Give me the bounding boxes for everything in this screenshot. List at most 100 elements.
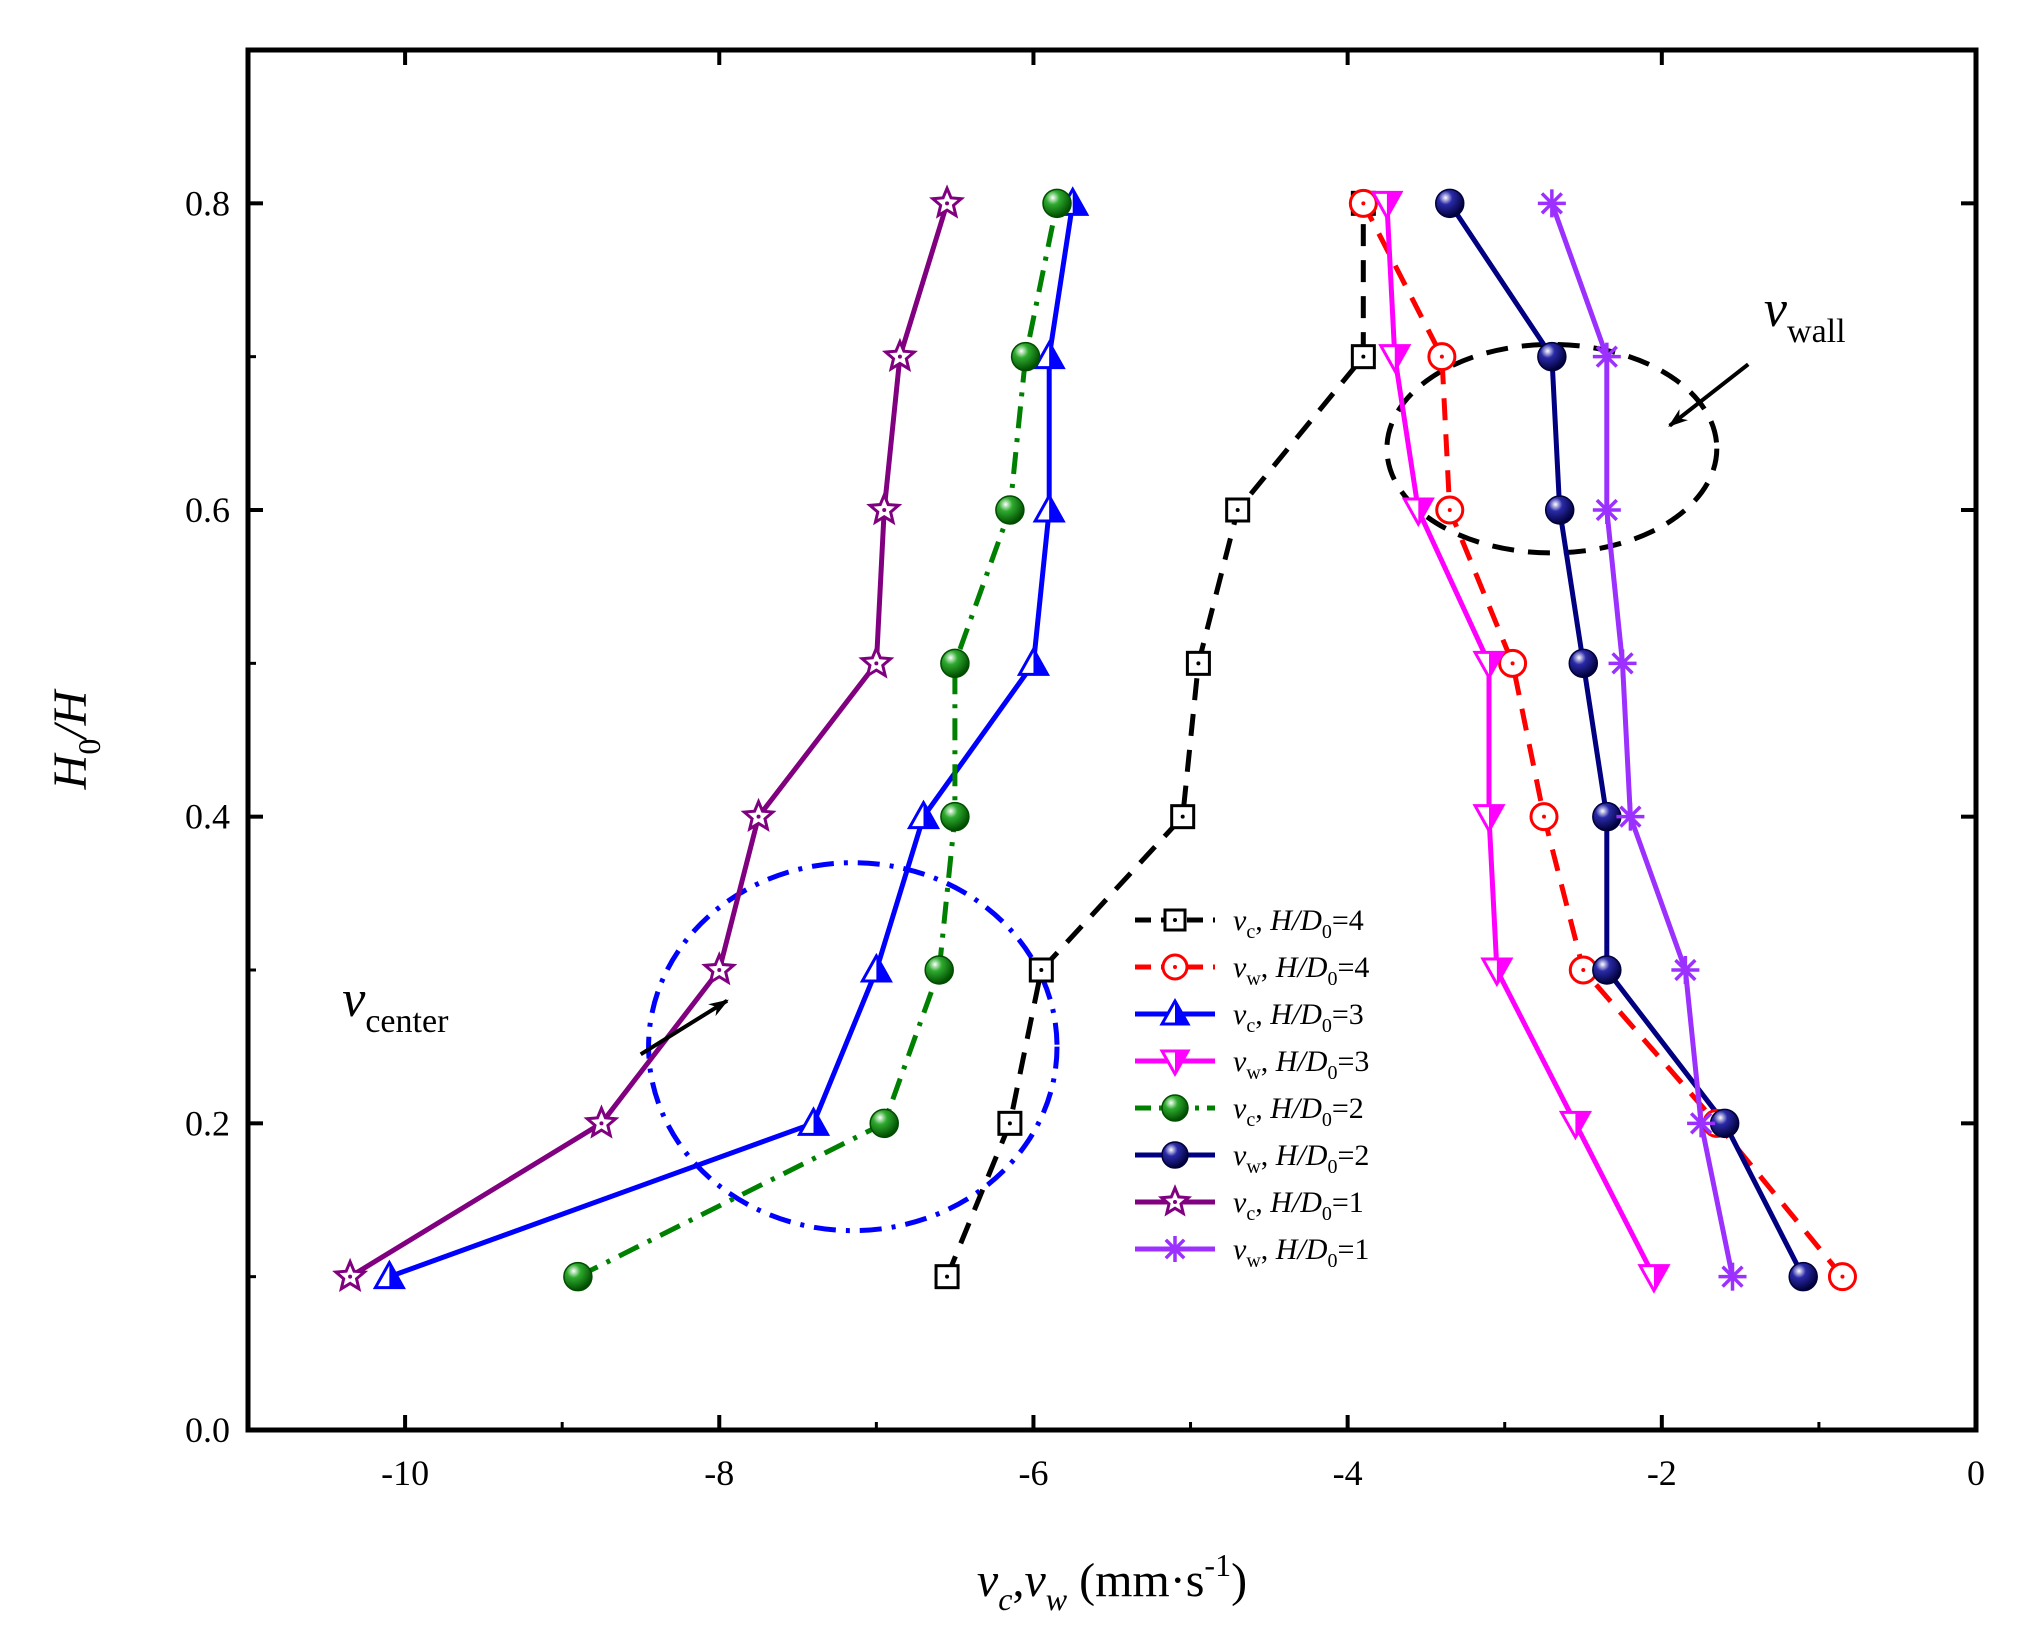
marker-asterisk — [1718, 1262, 1747, 1291]
marker-triangle-down-half — [1378, 344, 1412, 374]
x-tick-label: -4 — [1333, 1453, 1363, 1493]
marker-asterisk — [1671, 956, 1700, 984]
series-w-4-points — [1348, 188, 1857, 1292]
ellipses — [646, 341, 1720, 1234]
x-tick-label: -10 — [381, 1453, 429, 1493]
marker-triangle-up-half — [372, 1259, 406, 1290]
marker-ball — [1010, 341, 1041, 372]
x-axis: -10 -8 -6 -4 -2 0 — [381, 50, 1985, 1493]
marker-ball — [1161, 1141, 1189, 1169]
marker-triangle-down-half — [1159, 1049, 1191, 1078]
v-wall-arrow — [1668, 362, 1750, 428]
marker-ball — [563, 1261, 593, 1292]
x-tick-label: -8 — [704, 1453, 734, 1493]
y-tick-label: 0.0 — [185, 1410, 230, 1450]
series-c-1-line — [348, 202, 950, 1279]
marker-star-open — [332, 1257, 369, 1292]
x-tick-label: -2 — [1647, 1453, 1677, 1493]
marker-star-open — [866, 491, 903, 526]
series-w-1-points — [1537, 189, 1747, 1291]
y-tick-label: 0.8 — [185, 183, 230, 223]
marker-triangle-up-half — [1016, 646, 1051, 676]
marker-circle-open — [1348, 188, 1378, 218]
legend-entry: vc, H/D0=1 — [1135, 1184, 1364, 1225]
legend-label: vc, H/D0=1 — [1233, 1186, 1364, 1225]
marker-ball — [1042, 188, 1072, 219]
legend-entry: vc, H/D0=3 — [1135, 997, 1364, 1037]
series-c-3-points — [372, 186, 1090, 1290]
marker-square-open — [1170, 804, 1196, 830]
marker-ball — [940, 801, 970, 832]
v-center-label: vcenter — [342, 971, 449, 1040]
series-markers — [332, 184, 1857, 1294]
marker-ball — [924, 955, 954, 985]
y-axis-label: H0/H — [44, 688, 107, 790]
marker-ball — [1568, 648, 1599, 679]
series-c-2-line — [576, 202, 1060, 1279]
marker-triangle-up-half — [1032, 339, 1066, 370]
marker-asterisk — [1162, 1236, 1188, 1262]
marker-ball — [995, 495, 1025, 525]
legend-entry: vw, H/D0=4 — [1135, 951, 1369, 990]
v-center-arrow — [639, 998, 729, 1057]
legend-label: vc, H/D0=2 — [1233, 1092, 1364, 1131]
marker-ball — [869, 1108, 899, 1139]
marker-circle-open — [1427, 342, 1457, 372]
marker-triangle-up-half — [1032, 492, 1066, 523]
y-tick-label: 0.2 — [185, 1103, 230, 1143]
plot-frame — [245, 47, 1979, 1433]
marker-ball — [1544, 495, 1575, 525]
marker-square-open — [1028, 957, 1054, 983]
legend-label: vw, H/D0=1 — [1233, 1233, 1369, 1272]
marker-circle-open — [1827, 1262, 1857, 1292]
marker-triangle-down-half — [1472, 804, 1506, 834]
legend-label: vw, H/D0=2 — [1233, 1139, 1369, 1178]
marker-asterisk — [1592, 342, 1621, 371]
legend-entry: vc, H/D0=4 — [1135, 904, 1364, 943]
marker-triangle-down-half — [1370, 190, 1404, 221]
series-c-4-line — [944, 203, 1366, 1278]
marker-ball — [940, 648, 970, 679]
marker-ball — [1788, 1261, 1818, 1292]
legend-label: vw, H/D0=4 — [1233, 951, 1369, 990]
marker-ball — [1537, 341, 1567, 372]
marker-asterisk — [1616, 802, 1645, 831]
series-w-4-line — [1361, 202, 1845, 1279]
series-w-2-line — [1447, 201, 1806, 1278]
series-lines — [348, 201, 1845, 1280]
marker-triangle-up-half — [796, 1106, 831, 1136]
marker-circle-open — [1498, 648, 1528, 678]
plot-frame-group — [245, 47, 1979, 1433]
series-w-2-points — [1434, 188, 1818, 1292]
marker-star-open — [583, 1104, 620, 1139]
marker-circle-open — [1161, 953, 1189, 981]
v-wall-label: vwall — [1764, 281, 1846, 350]
legend-label: vw, H/D0=3 — [1233, 1045, 1369, 1084]
marker-asterisk — [1687, 1109, 1716, 1138]
marker-triangle-down-half — [1401, 497, 1435, 528]
marker-triangle-down-half — [1480, 957, 1514, 988]
legend-entry: vc, H/D0=2 — [1135, 1092, 1364, 1131]
marker-square-open — [1185, 650, 1211, 676]
legend-label: vc, H/D0=4 — [1233, 904, 1364, 943]
marker-triangle-up-half — [859, 952, 893, 983]
series-w-1-line — [1549, 202, 1735, 1278]
marker-triangle-up-half — [906, 799, 941, 830]
series-w-3-points — [1370, 190, 1671, 1294]
legend-entry: vw, H/D0=3 — [1135, 1045, 1369, 1084]
marker-star-open — [1157, 1184, 1193, 1217]
marker-asterisk — [1537, 189, 1566, 218]
marker-triangle-down-half — [1637, 1264, 1671, 1294]
marker-star-open — [858, 644, 895, 679]
center-ellipse — [646, 860, 1060, 1234]
series-w-3-line — [1384, 203, 1657, 1278]
marker-triangle-up-half — [1159, 997, 1191, 1026]
marker-asterisk — [1592, 496, 1621, 524]
series-c-1-points — [332, 184, 966, 1292]
legend: vc, H/D0=4 vw, H/D0=4 vc, H/D0=3 vw, H/D0=3… — [1135, 904, 1369, 1272]
marker-star-open — [740, 797, 777, 832]
marker-star-open — [929, 184, 966, 219]
marker-star-open — [701, 951, 738, 986]
y-tick-label: 0.6 — [185, 490, 230, 530]
